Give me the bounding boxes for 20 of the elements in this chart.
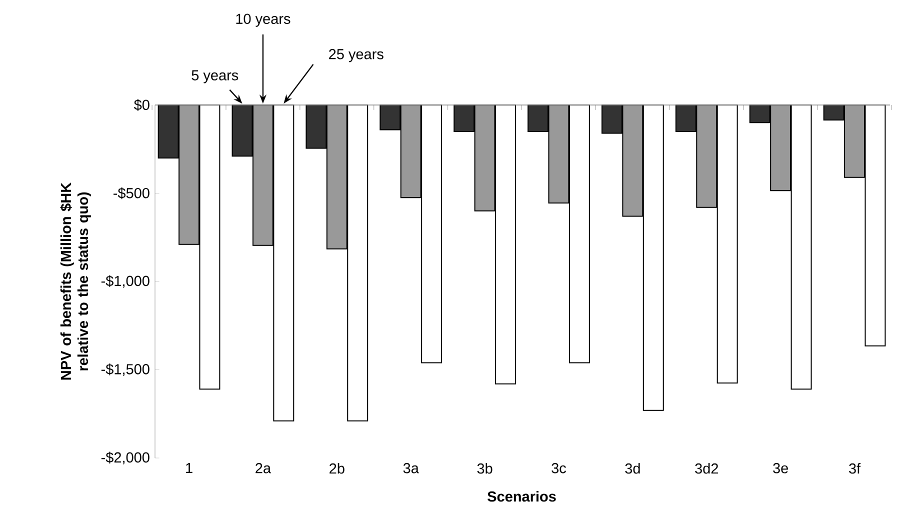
x-tick-label: 2b [330,463,344,474]
y-tick-label: -$500 [114,187,150,200]
y-axis-title: NPV of benefits (Million $HK relative to the status quo) [60,182,91,380]
x-tick-label: 3f [849,463,861,474]
x-tick-label: 3b [477,463,492,474]
x-tick-label: 3e [773,463,788,474]
text: 25 years [329,49,384,62]
y-tick-label: -$1,000 [101,275,150,288]
x-tick-label: 3a [403,463,419,474]
x-tick-label: 3c [552,463,566,474]
series-label: 5 years [192,70,238,84]
x-tick-label: 3d [625,463,640,474]
y-tick-label: -$1,500 [101,363,150,376]
y-tick-label: $0 [134,99,150,111]
y-tick-label: -$2,000 [101,452,150,464]
text: 10 years [236,14,290,27]
x-tick-label: 2a [256,463,272,474]
x-tick-label: 1 [186,463,192,474]
x-tick-label: 3d2 [695,463,718,474]
x-axis-title: Scenarios [488,491,556,502]
